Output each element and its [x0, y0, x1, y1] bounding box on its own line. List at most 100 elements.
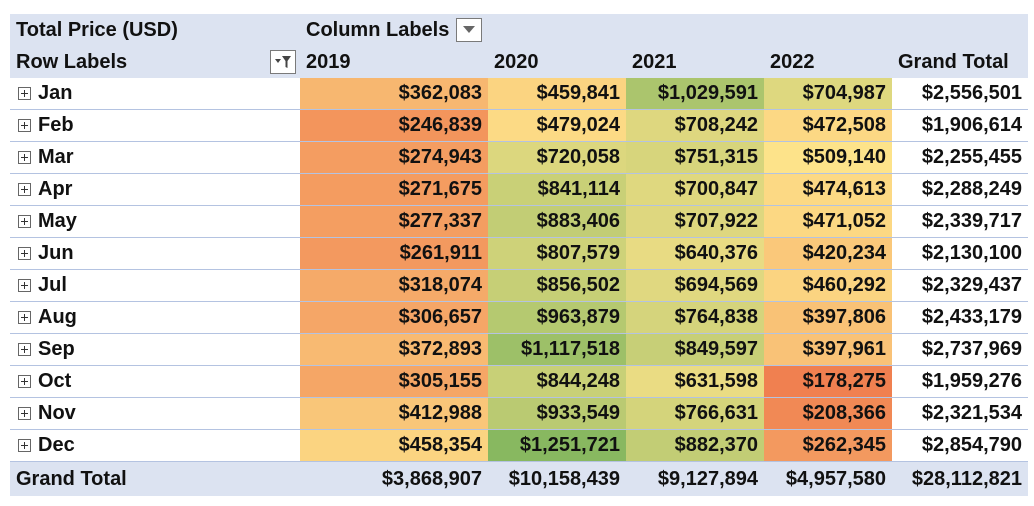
- row-label-cell[interactable]: Oct: [10, 366, 300, 397]
- value-cell-2021[interactable]: $707,922: [626, 206, 764, 237]
- value-cell-2022[interactable]: $397,806: [764, 302, 892, 333]
- row-label-cell[interactable]: Mar: [10, 142, 300, 173]
- row-label-cell[interactable]: May: [10, 206, 300, 237]
- table-row: May $277,337 $883,406 $707,922 $471,052 $2,33…: [10, 206, 1028, 238]
- row-label-cell[interactable]: Apr: [10, 174, 300, 205]
- value-cell-2019[interactable]: $412,988: [300, 398, 488, 429]
- value-cell-2021[interactable]: $708,242: [626, 110, 764, 141]
- value-cell-2019[interactable]: $305,155: [300, 366, 488, 397]
- value-cell-2022[interactable]: $471,052: [764, 206, 892, 237]
- row-grand-total-cell[interactable]: $2,433,179: [921, 306, 1022, 328]
- row-grand-total-cell[interactable]: $2,854,790: [921, 434, 1022, 456]
- value-cell-2020[interactable]: $844,248: [488, 366, 626, 397]
- row-grand-total-cell[interactable]: $2,556,501: [921, 82, 1022, 104]
- row-label-cell[interactable]: Nov: [10, 398, 300, 429]
- row-label: Jul: [38, 274, 67, 296]
- value-cell-2020[interactable]: $856,502: [488, 270, 626, 301]
- row-grand-total-cell[interactable]: $2,255,455: [921, 146, 1022, 168]
- value-cell-2019[interactable]: $306,657: [300, 302, 488, 333]
- row-label: Oct: [38, 370, 72, 392]
- expand-plus-icon[interactable]: [18, 279, 31, 292]
- value-cell-2020[interactable]: $963,879: [488, 302, 626, 333]
- expand-plus-icon[interactable]: [18, 87, 31, 100]
- filter-icon: [275, 56, 291, 68]
- value-cell-2022[interactable]: $509,140: [764, 142, 892, 173]
- value-cell-2021[interactable]: $751,315: [626, 142, 764, 173]
- value-cell-2020[interactable]: $807,579: [488, 238, 626, 269]
- row-grand-total-cell[interactable]: $2,329,437: [921, 274, 1022, 296]
- value-cell-2019[interactable]: $458,354: [300, 430, 488, 461]
- table-row: Feb $246,839 $479,024 $708,242 $472,508 $1,90…: [10, 110, 1028, 142]
- expand-plus-icon[interactable]: [18, 119, 31, 132]
- row-grand-total-cell[interactable]: $2,288,249: [921, 178, 1022, 200]
- row-label-cell[interactable]: Aug: [10, 302, 300, 333]
- table-row: Nov $412,988 $933,549 $766,631 $208,366 $2,32…: [10, 398, 1028, 430]
- expand-plus-icon[interactable]: [18, 375, 31, 388]
- value-cell-2019[interactable]: $271,675: [300, 174, 488, 205]
- measure-label: Total Price (USD): [16, 18, 178, 41]
- expand-plus-icon[interactable]: [18, 183, 31, 196]
- pivot-table: Total Price (USD) Column Labels Row Labe…: [10, 14, 1028, 496]
- value-cell-2022[interactable]: $397,961: [764, 334, 892, 365]
- value-cell-2022[interactable]: $208,366: [764, 398, 892, 429]
- value-cell-2022[interactable]: $460,292: [764, 270, 892, 301]
- row-label-cell[interactable]: Dec: [10, 430, 300, 461]
- row-grand-total-cell[interactable]: $2,339,717: [921, 210, 1022, 232]
- value-cell-2022[interactable]: $262,345: [764, 430, 892, 461]
- value-cell-2019[interactable]: $362,083: [300, 78, 488, 109]
- value-cell-2020[interactable]: $479,024: [488, 110, 626, 141]
- value-cell-2020[interactable]: $1,251,721: [488, 430, 626, 461]
- value-cell-2021[interactable]: $631,598: [626, 366, 764, 397]
- value-cell-2019[interactable]: $274,943: [300, 142, 488, 173]
- value-cell-2022[interactable]: $704,987: [764, 78, 892, 109]
- value-cell-2020[interactable]: $720,058: [488, 142, 626, 173]
- value-cell-2021[interactable]: $1,029,591: [626, 78, 764, 109]
- expand-plus-icon[interactable]: [18, 311, 31, 324]
- value-cell-2021[interactable]: $764,838: [626, 302, 764, 333]
- expand-plus-icon[interactable]: [18, 439, 31, 452]
- expand-plus-icon[interactable]: [18, 247, 31, 260]
- value-cell-2019[interactable]: $246,839: [300, 110, 488, 141]
- value-cell-2020[interactable]: $841,114: [488, 174, 626, 205]
- value-cell-2019[interactable]: $277,337: [300, 206, 488, 237]
- expand-plus-icon[interactable]: [18, 215, 31, 228]
- expand-plus-icon[interactable]: [18, 407, 31, 420]
- value-cell-2021[interactable]: $640,376: [626, 238, 764, 269]
- expand-plus-icon[interactable]: [18, 343, 31, 356]
- row-grand-total-cell[interactable]: $2,737,969: [921, 338, 1022, 360]
- value-cell-2022[interactable]: $420,234: [764, 238, 892, 269]
- value-cell-2020[interactable]: $1,117,518: [488, 334, 626, 365]
- table-row: Jul $318,074 $856,502 $694,569 $460,292 $2,32…: [10, 270, 1028, 302]
- value-cell-2019[interactable]: $261,911: [300, 238, 488, 269]
- value-cell-2022[interactable]: $472,508: [764, 110, 892, 141]
- grand-total-header: Grand Total: [898, 50, 1009, 73]
- value-cell-2020[interactable]: $883,406: [488, 206, 626, 237]
- row-grand-total-cell[interactable]: $1,906,614: [921, 114, 1022, 136]
- value-cell-2021[interactable]: $849,597: [626, 334, 764, 365]
- value-cell-2019[interactable]: $372,893: [300, 334, 488, 365]
- row-label: Feb: [38, 114, 74, 136]
- value-cell-2022[interactable]: $178,275: [764, 366, 892, 397]
- value-cell-2019[interactable]: $318,074: [300, 270, 488, 301]
- value-cell-2021[interactable]: $766,631: [626, 398, 764, 429]
- value-cell-2022[interactable]: $474,613: [764, 174, 892, 205]
- row-grand-total-cell[interactable]: $1,959,276: [921, 370, 1022, 392]
- value-cell-2021[interactable]: $694,569: [626, 270, 764, 301]
- row-label-cell[interactable]: Feb: [10, 110, 300, 141]
- grand-total-row: Grand Total $3,868,907 $10,158,439 $9,12…: [10, 462, 1028, 496]
- row-label-cell[interactable]: Jan: [10, 78, 300, 109]
- row-grand-total-cell[interactable]: $2,130,100: [921, 242, 1022, 264]
- row-grand-total-cell[interactable]: $2,321,534: [921, 402, 1022, 424]
- pivot-header-row-1: Total Price (USD) Column Labels: [10, 14, 1028, 46]
- expand-plus-icon[interactable]: [18, 151, 31, 164]
- value-cell-2021[interactable]: $700,847: [626, 174, 764, 205]
- row-labels-filter-button[interactable]: [270, 50, 296, 74]
- row-label-cell[interactable]: Jul: [10, 270, 300, 301]
- value-cell-2020[interactable]: $459,841: [488, 78, 626, 109]
- value-cell-2020[interactable]: $933,549: [488, 398, 626, 429]
- row-label-cell[interactable]: Jun: [10, 238, 300, 269]
- value-cell-2021[interactable]: $882,370: [626, 430, 764, 461]
- grand-total-2019: $3,868,907: [381, 467, 482, 490]
- column-labels-dropdown-button[interactable]: [456, 18, 482, 42]
- row-label-cell[interactable]: Sep: [10, 334, 300, 365]
